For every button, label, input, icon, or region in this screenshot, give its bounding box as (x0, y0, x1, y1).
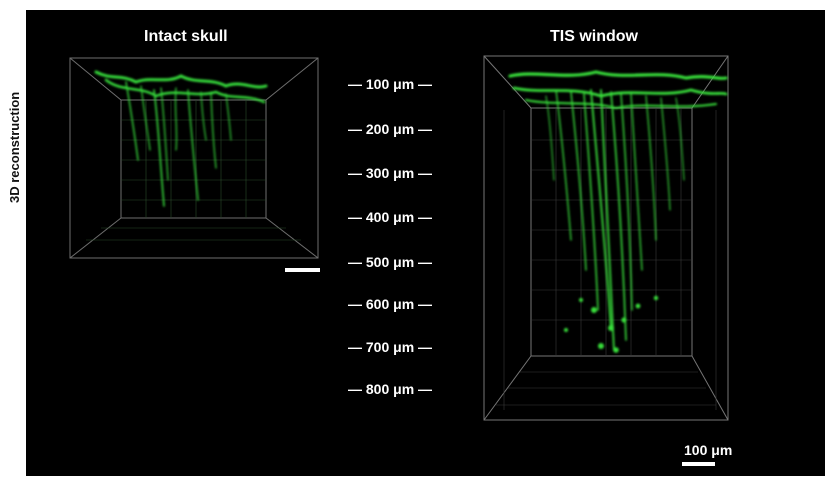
image-panel: Intact skull TIS window (26, 10, 825, 476)
depth-500: — 500 μm — (348, 254, 433, 270)
depth-400: — 400 μm — (348, 209, 433, 225)
scale-bar-label: 100 μm (684, 442, 733, 458)
left-box-grid (86, 100, 301, 241)
left-scale-bar (285, 268, 320, 272)
depth-200: — 200 μm — (348, 121, 433, 137)
left-box-frame (69, 57, 319, 259)
intact-skull-title: Intact skull (144, 28, 228, 45)
tis-window-volume (483, 55, 729, 421)
depth-300: — 300 μm — (348, 165, 433, 181)
intact-skull-volume (69, 57, 319, 259)
right-box-grid (496, 108, 717, 410)
row-label: 3D reconstruction (7, 91, 22, 203)
right-scale-bar (682, 462, 715, 466)
depth-100: — 100 μm — (348, 76, 433, 92)
right-neurons (508, 70, 728, 353)
left-neurons (94, 70, 268, 207)
depth-700: — 700 μm — (348, 339, 433, 355)
depth-800: — 800 μm — (348, 381, 433, 397)
right-box-frame (483, 55, 729, 421)
tis-window-title: TIS window (550, 28, 638, 45)
depth-600: — 600 μm — (348, 296, 433, 312)
